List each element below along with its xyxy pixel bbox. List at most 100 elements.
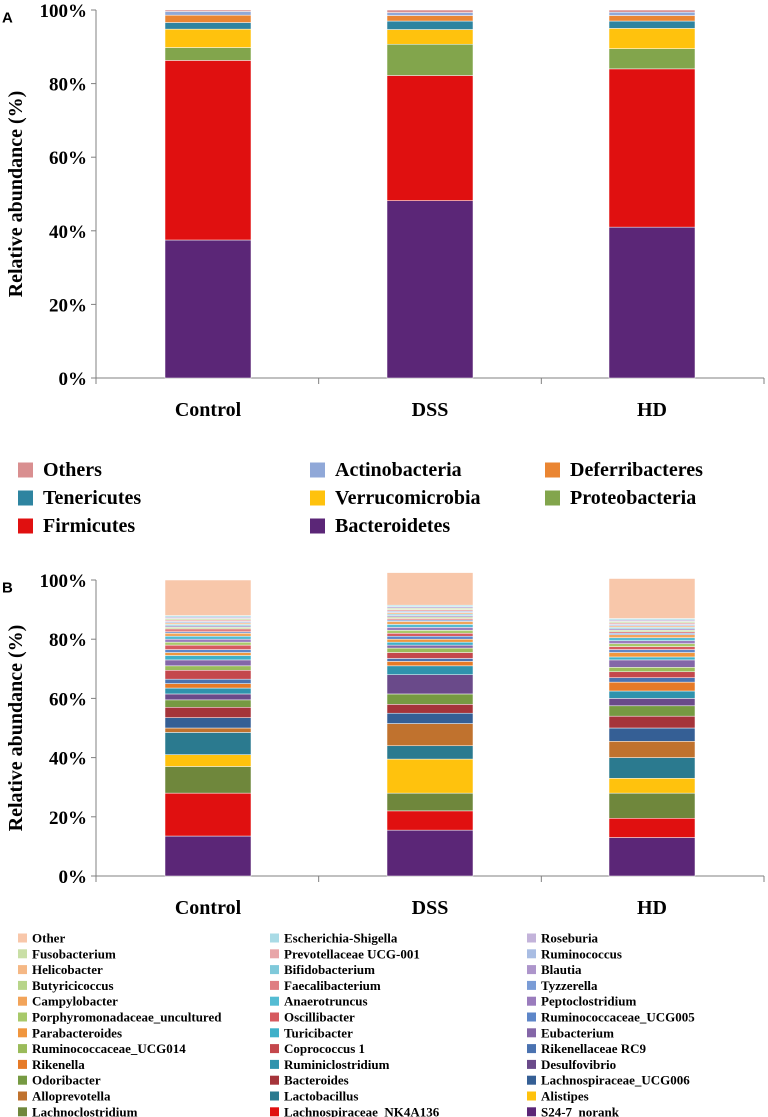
legend-swatch (18, 1012, 27, 1022)
legend-swatch (527, 980, 536, 990)
legend-label: Ruminococcus (541, 946, 622, 961)
legend-label: Parabacteroides (32, 1025, 122, 1040)
y-tick-label: 80% (49, 75, 87, 96)
bar-segment (608, 637, 696, 641)
bar-segment (608, 28, 696, 49)
legend-swatch (270, 949, 279, 959)
legend-label: Actinobacteria (335, 459, 462, 481)
bar-segment (386, 712, 474, 724)
bar-segment (164, 687, 252, 695)
bar-segment (608, 818, 696, 838)
bar-segment (386, 633, 474, 637)
legend-swatch (270, 980, 279, 990)
legend-label: Prevotellaceae UCG-001 (284, 946, 420, 961)
bar-segment (164, 732, 252, 755)
legend-swatch (18, 462, 33, 478)
bar-segment (608, 640, 696, 644)
legend-swatch (18, 965, 27, 975)
bar-segment (386, 647, 474, 653)
bar-segment (608, 652, 696, 658)
bar-segment (386, 621, 474, 625)
panel-b: B Relative abundance (%) 0% 20% 40% 60% 80% 100… (2, 571, 765, 1117)
bar-segment (386, 75, 474, 201)
legend-swatch (18, 996, 27, 1006)
category-label: DSS (412, 399, 449, 421)
bar-segment (386, 693, 474, 705)
y-tick-label: 20% (49, 808, 87, 829)
bar-segment (608, 681, 696, 692)
bar-segment (386, 665, 474, 675)
legend-label: Lachnoclostridium (32, 1104, 138, 1117)
bar-segment (608, 68, 696, 228)
bar-segment (164, 641, 252, 646)
bar-segment (608, 741, 696, 758)
legend-label: Anaerotruncus (284, 994, 368, 1009)
legend-swatch (527, 996, 536, 1006)
legend-label: Butyricicoccus (32, 978, 114, 993)
legend-label: Helicobacter (32, 962, 103, 977)
bar-segment (386, 15, 474, 22)
legend-label: Blautia (541, 962, 582, 977)
legend-swatch (18, 1059, 27, 1069)
legend-swatch (18, 1091, 27, 1101)
y-tick-label: 0% (59, 369, 88, 390)
bar-segment (164, 683, 252, 689)
bar-segment (386, 661, 474, 667)
bar-segment (164, 644, 252, 650)
legend-swatch (270, 1091, 279, 1101)
bar-segment (608, 757, 696, 779)
legend-swatch (527, 1028, 536, 1038)
legend-label: Porphyromonadaceae_uncultured (32, 1010, 222, 1025)
bar-segment (608, 649, 696, 653)
legend-label: Oscillibacter (284, 1010, 355, 1025)
legend-swatch (18, 518, 33, 534)
bar-segment (386, 20, 474, 30)
legend-swatch (527, 933, 536, 943)
legend-swatch (310, 490, 325, 506)
bar-segment (164, 835, 252, 877)
bar-segment (164, 47, 252, 61)
legend-label: Peptoclostridium (541, 994, 636, 1009)
bar-segment (164, 633, 252, 637)
bar-segment (608, 643, 696, 647)
bar-segment (608, 578, 696, 619)
bar-segment (164, 707, 252, 718)
bar-segment (164, 638, 252, 643)
legend-swatch (527, 1044, 536, 1054)
legend-label: Desulfovibrio (541, 1057, 616, 1072)
category-label: Control (175, 897, 242, 919)
bar-segment (164, 727, 252, 733)
category-label: HD (637, 399, 667, 421)
legend-label: Campylobacter (32, 994, 118, 1009)
legend-label: S24-7_norank (541, 1104, 620, 1117)
bar-segment (164, 22, 252, 30)
bar-segment (386, 792, 474, 812)
legend-swatch (527, 1012, 536, 1022)
bar-segment (164, 678, 252, 684)
legend-label: Deferribacteres (570, 459, 703, 481)
legend-swatch (527, 965, 536, 975)
legend-label: Lachnospiraceae_UCG006 (541, 1073, 690, 1088)
y-axis-title: Relative abundance (%) (5, 91, 27, 298)
bar-segment (608, 778, 696, 794)
panel-label: B (2, 579, 13, 596)
y-tick-label: 60% (49, 148, 87, 169)
bar-segment (608, 667, 696, 673)
bar-segment (164, 60, 252, 241)
bar-segment (386, 644, 474, 649)
legend-label: Bacteroidetes (335, 515, 450, 537)
category-label: HD (637, 897, 667, 919)
bar-segment (608, 671, 696, 678)
legend-swatch (545, 462, 560, 478)
bar-segment (164, 628, 252, 633)
bar-segment (608, 690, 696, 699)
bar-segment (164, 670, 252, 680)
legend-swatch (18, 1028, 27, 1038)
bar-segment (386, 200, 474, 379)
legend-swatch (270, 1059, 279, 1069)
bar-segment (386, 9, 474, 13)
y-tick-label: 80% (49, 630, 87, 651)
legend-label: Ruminococcaceae_UCG014 (32, 1041, 186, 1056)
legend-label: Lachnospiraceae_NK4A136 (284, 1104, 440, 1117)
